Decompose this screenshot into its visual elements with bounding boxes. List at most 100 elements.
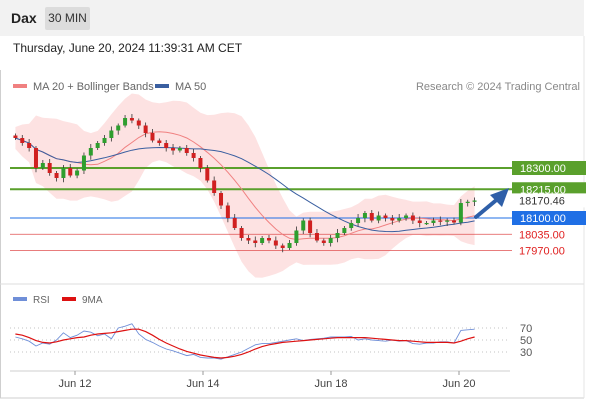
candle-body bbox=[383, 215, 388, 218]
candle-body bbox=[253, 240, 258, 243]
candle-body bbox=[33, 148, 38, 168]
candle-body bbox=[219, 193, 224, 206]
candle-body bbox=[212, 180, 217, 193]
candle-body bbox=[171, 148, 176, 151]
candle-body bbox=[143, 125, 148, 133]
candle-body bbox=[40, 163, 45, 168]
candle-body bbox=[266, 238, 271, 241]
legend-swatch-ma50 bbox=[155, 84, 169, 88]
candle-body bbox=[150, 133, 155, 141]
symbol-title: Dax bbox=[11, 10, 37, 26]
candle-body bbox=[95, 143, 100, 148]
rsi-tick-label: 30 bbox=[520, 347, 532, 359]
candle-body bbox=[68, 168, 73, 176]
candle-body bbox=[438, 220, 443, 222]
candle-body bbox=[232, 218, 237, 228]
legend-label-ma20: MA 20 + Bollinger Bands bbox=[33, 81, 154, 93]
candle-body bbox=[397, 218, 402, 221]
candle-body bbox=[328, 238, 333, 243]
level-label-1: 18215.00 bbox=[520, 184, 566, 196]
rsi-9ma-line bbox=[15, 328, 475, 359]
rsi-tick-label: 50 bbox=[520, 335, 532, 347]
ma20-line bbox=[15, 131, 475, 241]
level-label-3: 18100.00 bbox=[520, 213, 566, 225]
candle-body bbox=[445, 220, 450, 222]
level-label-4: 18035.00 bbox=[519, 229, 565, 241]
candle-body bbox=[54, 173, 59, 178]
candle-body bbox=[88, 148, 93, 156]
level-tag-1 bbox=[512, 182, 586, 197]
candle-body bbox=[321, 240, 326, 243]
candle-body bbox=[458, 203, 463, 223]
ma50-line bbox=[15, 137, 475, 233]
candle-body bbox=[280, 245, 285, 248]
legend-label-rsi: RSI bbox=[33, 295, 50, 306]
timeframe-button[interactable]: 30 MIN bbox=[45, 7, 90, 30]
candle-body bbox=[109, 130, 114, 138]
rsi-tick-label: 70 bbox=[520, 323, 532, 335]
rsi-line bbox=[15, 323, 475, 360]
candle-body bbox=[61, 168, 66, 178]
level-tag-3 bbox=[512, 211, 586, 225]
candle-body bbox=[75, 170, 80, 176]
candle-body bbox=[81, 155, 86, 171]
candle-body bbox=[356, 218, 361, 223]
candle-body bbox=[164, 143, 169, 148]
candle-body bbox=[431, 220, 436, 223]
x-tick-label: Jun 20 bbox=[442, 378, 475, 390]
candle-body bbox=[452, 220, 457, 223]
candle-body bbox=[184, 148, 189, 153]
x-tick-label: Jun 14 bbox=[186, 378, 219, 390]
candle-body bbox=[349, 223, 354, 228]
candle-body bbox=[404, 215, 409, 218]
toolbar: Dax 30 MIN bbox=[0, 0, 584, 36]
credit-label: Research © 2024 Trading Central bbox=[416, 81, 580, 93]
candle-body bbox=[308, 220, 313, 233]
candle-body bbox=[246, 238, 251, 241]
candle-body bbox=[472, 200, 477, 202]
candle-body bbox=[239, 228, 244, 238]
legend-swatch-ma20 bbox=[13, 84, 27, 88]
candle-body bbox=[417, 220, 422, 223]
candle-body bbox=[301, 220, 306, 231]
legend-swatch-9ma bbox=[62, 297, 76, 301]
candle-body bbox=[369, 213, 374, 221]
candle-body bbox=[123, 118, 128, 126]
candle-body bbox=[287, 243, 292, 248]
level-label-0: 18300.00 bbox=[520, 163, 566, 175]
x-tick-label: Jun 12 bbox=[58, 378, 91, 390]
last-price-bg bbox=[512, 193, 586, 208]
legend-label-ma50: MA 50 bbox=[175, 81, 206, 93]
level-label-5: 17970.00 bbox=[519, 246, 565, 258]
candle-body bbox=[362, 213, 367, 218]
candle-body bbox=[27, 143, 32, 148]
candle-body bbox=[157, 140, 162, 143]
x-tick-label: Jun 18 bbox=[314, 378, 347, 390]
last-price-label: 18170.46 bbox=[519, 195, 565, 207]
candle-body bbox=[273, 240, 278, 246]
candle-body bbox=[410, 215, 415, 221]
candle-body bbox=[260, 238, 265, 243]
bollinger-band bbox=[15, 93, 475, 278]
candle-body bbox=[335, 233, 340, 238]
candle-body bbox=[198, 158, 203, 168]
candle-body bbox=[342, 228, 347, 233]
candle-body bbox=[294, 230, 299, 243]
candle-body bbox=[205, 168, 210, 181]
candle-body bbox=[136, 120, 141, 126]
level-tag-0 bbox=[512, 161, 586, 175]
candle-body bbox=[424, 223, 429, 225]
candle-body bbox=[225, 205, 230, 218]
legend-swatch-rsi bbox=[13, 297, 27, 301]
candle-body bbox=[191, 153, 196, 158]
candle-body bbox=[177, 148, 182, 151]
candle-body bbox=[47, 163, 52, 173]
candle-body bbox=[376, 215, 381, 221]
candle-body bbox=[102, 138, 107, 143]
forecast-arrow-head bbox=[490, 188, 509, 207]
candle-body bbox=[390, 218, 395, 221]
datetime-label: Thursday, June 20, 2024 11:39:31 AM CET bbox=[13, 41, 243, 55]
candle-body bbox=[20, 138, 25, 143]
candle-body bbox=[314, 233, 319, 241]
